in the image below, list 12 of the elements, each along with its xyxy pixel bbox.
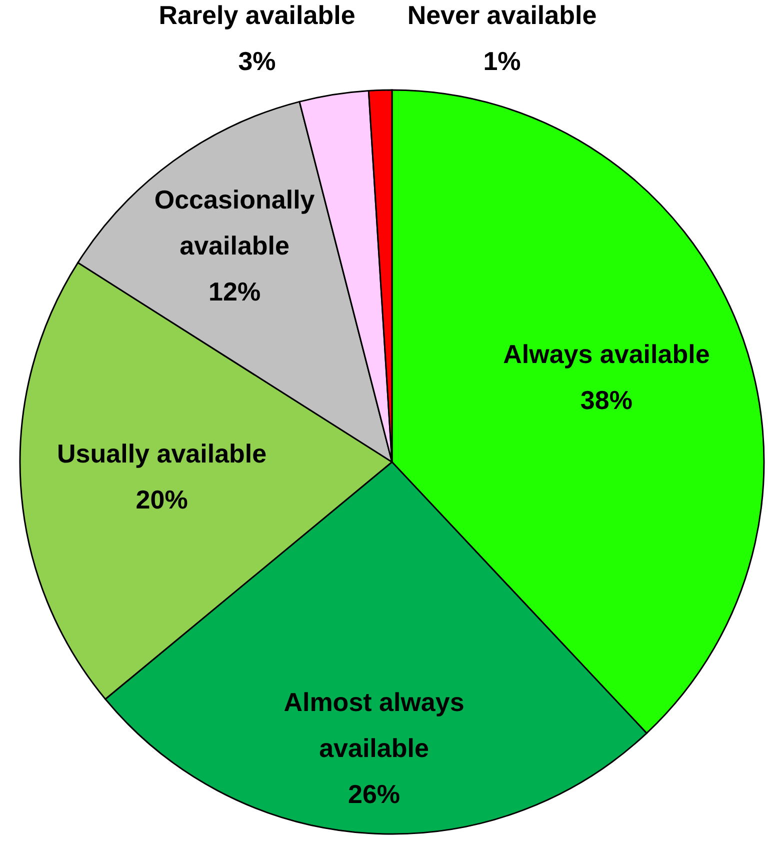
data-label: 20% (136, 484, 188, 514)
data-label: 1% (483, 46, 521, 76)
data-label: 38% (580, 385, 632, 416)
data-label: 3% (238, 46, 276, 76)
slice-label: Occasionally available (154, 184, 316, 260)
slice-label: Rarely available (158, 0, 356, 30)
slice-label: Almost always available (284, 686, 464, 763)
data-label: 26% (348, 778, 400, 809)
slice-label: Usually available (57, 438, 267, 468)
slice-label: Always available (503, 339, 710, 370)
slice-label: Never available (407, 0, 597, 30)
data-label: 12% (208, 276, 261, 306)
